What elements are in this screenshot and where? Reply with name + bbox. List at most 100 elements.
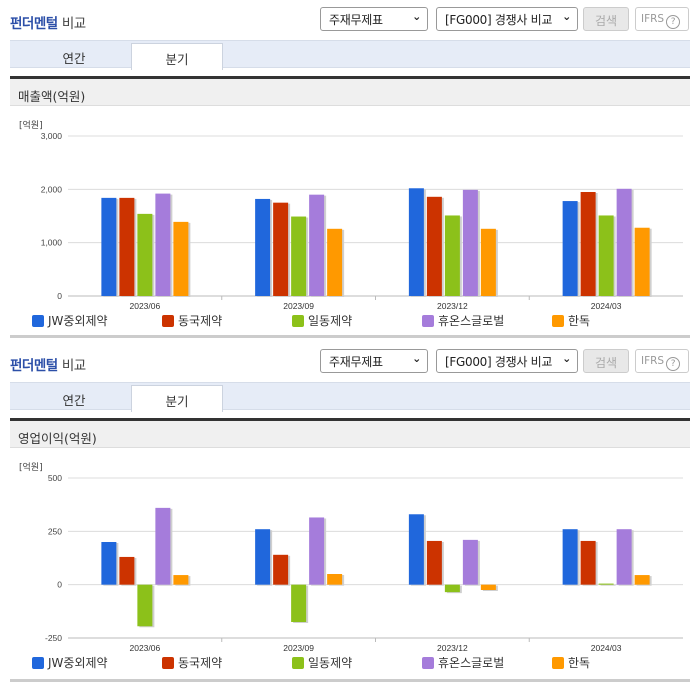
- legend-item[interactable]: 동국제약: [162, 654, 222, 671]
- x-tick-label: 2023/06: [130, 301, 161, 311]
- bar[interactable]: [616, 188, 632, 296]
- compare-select[interactable]: [FG000] 경쟁사 비교 ⌄: [436, 349, 578, 373]
- ifrs-button[interactable]: IFRS?: [635, 7, 689, 31]
- x-tick-label: 2024/03: [591, 643, 622, 653]
- search-button[interactable]: 검색: [583, 7, 629, 31]
- tab-annual[interactable]: 연간: [62, 393, 86, 408]
- legend-item[interactable]: 한독: [552, 654, 590, 671]
- bar[interactable]: [119, 556, 135, 585]
- bar[interactable]: [255, 529, 271, 585]
- bar[interactable]: [444, 215, 460, 296]
- bar[interactable]: [155, 507, 171, 585]
- legend-item[interactable]: JW중외제약: [32, 312, 108, 329]
- bar[interactable]: [480, 584, 496, 590]
- bar[interactable]: [255, 198, 271, 296]
- legend-label: 한독: [568, 656, 591, 670]
- bar[interactable]: [309, 194, 325, 296]
- legend-swatch-icon: [422, 314, 434, 327]
- statement-select[interactable]: 주재무제표 ⌄: [320, 349, 428, 373]
- bar[interactable]: [119, 197, 135, 296]
- revenue-bar-chart: 0 1,000 2,000 3,000 2023/06 2023/09 2023/12 202…: [41, 131, 683, 311]
- legend-item[interactable]: 한독: [552, 312, 590, 329]
- legend-swatch-icon: [32, 314, 44, 327]
- x-tick-label: 2023/09: [283, 301, 314, 311]
- fundamental-compare-panel-operating-profit: 펀더멘털 비교 주재무제표 ⌄ [FG000] 경쟁사 비교 ⌄ 검색 IFRS? …: [0, 342, 696, 684]
- bar[interactable]: [273, 202, 289, 296]
- panel-title: 펀더멘털 비교: [10, 16, 86, 32]
- bar[interactable]: [327, 228, 343, 296]
- bar[interactable]: [309, 517, 325, 585]
- legend-swatch-icon: [552, 314, 564, 327]
- tab-quarterly[interactable]: 분기: [131, 43, 223, 70]
- chart-legend: JW중외제약 동국제약 일동제약 휴온스글로벌 한독: [0, 312, 696, 330]
- help-icon[interactable]: ?: [666, 357, 681, 371]
- legend-item[interactable]: JW중외제약: [32, 654, 108, 671]
- bar[interactable]: [101, 542, 117, 585]
- tab-annual[interactable]: 연간: [62, 51, 86, 66]
- legend-item[interactable]: 휴온스글로벌: [422, 654, 504, 671]
- x-tick-label: 2023/12: [437, 643, 468, 653]
- bar[interactable]: [634, 227, 650, 296]
- bar[interactable]: [462, 539, 478, 585]
- legend-swatch-icon: [552, 656, 564, 669]
- divider: [10, 335, 690, 338]
- bar[interactable]: [462, 189, 478, 296]
- chevron-down-icon: ⌄: [412, 10, 421, 23]
- bar[interactable]: [408, 188, 424, 296]
- compare-select[interactable]: [FG000] 경쟁사 비교 ⌄: [436, 7, 578, 31]
- legend-label: 일동제약: [308, 656, 353, 670]
- bar[interactable]: [137, 584, 153, 627]
- legend-label: 한독: [568, 314, 591, 328]
- unit-label: [억원]: [19, 463, 43, 473]
- bar[interactable]: [444, 584, 460, 593]
- period-tabs: 연간 분기: [10, 40, 690, 70]
- panel-header: 펀더멘털 비교 주재무제표 ⌄ [FG000] 경쟁사 비교 ⌄ 검색 IFRS?: [0, 342, 696, 382]
- bar[interactable]: [426, 196, 442, 296]
- legend-swatch-icon: [162, 314, 174, 327]
- y-tick-label: 0: [57, 291, 62, 301]
- help-icon[interactable]: ?: [666, 15, 681, 29]
- y-tick-label: 1,000: [41, 238, 63, 248]
- bar[interactable]: [173, 575, 189, 585]
- section-title: 매출액(억원): [10, 76, 690, 106]
- legend-item[interactable]: 휴온스글로벌: [422, 312, 504, 329]
- fundamental-compare-panel-revenue: 펀더멘털 비교 주재무제표 ⌄ [FG000] 경쟁사 비교 ⌄ 검색 IFRS? …: [0, 0, 696, 340]
- x-tick-label: 2023/09: [283, 643, 314, 653]
- bar[interactable]: [291, 584, 307, 622]
- bar[interactable]: [426, 540, 442, 585]
- legend-item[interactable]: 일동제약: [292, 312, 352, 329]
- legend-swatch-icon: [32, 656, 44, 669]
- bar[interactable]: [480, 228, 496, 296]
- section-title: 영업이익(억원): [10, 418, 690, 448]
- bar[interactable]: [291, 216, 307, 296]
- legend-label: 휴온스글로벌: [438, 656, 505, 670]
- chevron-down-icon: ⌄: [562, 10, 571, 23]
- bar[interactable]: [580, 192, 596, 296]
- legend-item[interactable]: 일동제약: [292, 654, 352, 671]
- bar[interactable]: [273, 554, 289, 585]
- ifrs-button[interactable]: IFRS?: [635, 349, 689, 373]
- bar[interactable]: [137, 213, 153, 296]
- x-tick-label: 2023/06: [130, 643, 161, 653]
- search-button[interactable]: 검색: [583, 349, 629, 373]
- bar[interactable]: [598, 583, 614, 585]
- bar[interactable]: [327, 574, 343, 585]
- legend-label: 동국제약: [178, 656, 223, 670]
- statement-select[interactable]: 주재무제표 ⌄: [320, 7, 428, 31]
- y-tick-label: 0: [57, 580, 62, 590]
- operating-profit-bar-chart: -250 0 250 500 2023/06 2023/09 2023/12 2024/03: [45, 473, 683, 653]
- legend-swatch-icon: [292, 314, 304, 327]
- bar[interactable]: [155, 193, 171, 296]
- tab-quarterly[interactable]: 분기: [131, 385, 223, 412]
- bar[interactable]: [562, 529, 578, 585]
- bar[interactable]: [173, 221, 189, 296]
- bar[interactable]: [598, 215, 614, 296]
- bar[interactable]: [580, 540, 596, 585]
- bar[interactable]: [616, 529, 632, 585]
- bar[interactable]: [408, 514, 424, 585]
- bar[interactable]: [101, 197, 117, 296]
- legend-swatch-icon: [422, 656, 434, 669]
- legend-item[interactable]: 동국제약: [162, 312, 222, 329]
- bar[interactable]: [562, 201, 578, 296]
- bar[interactable]: [634, 575, 650, 585]
